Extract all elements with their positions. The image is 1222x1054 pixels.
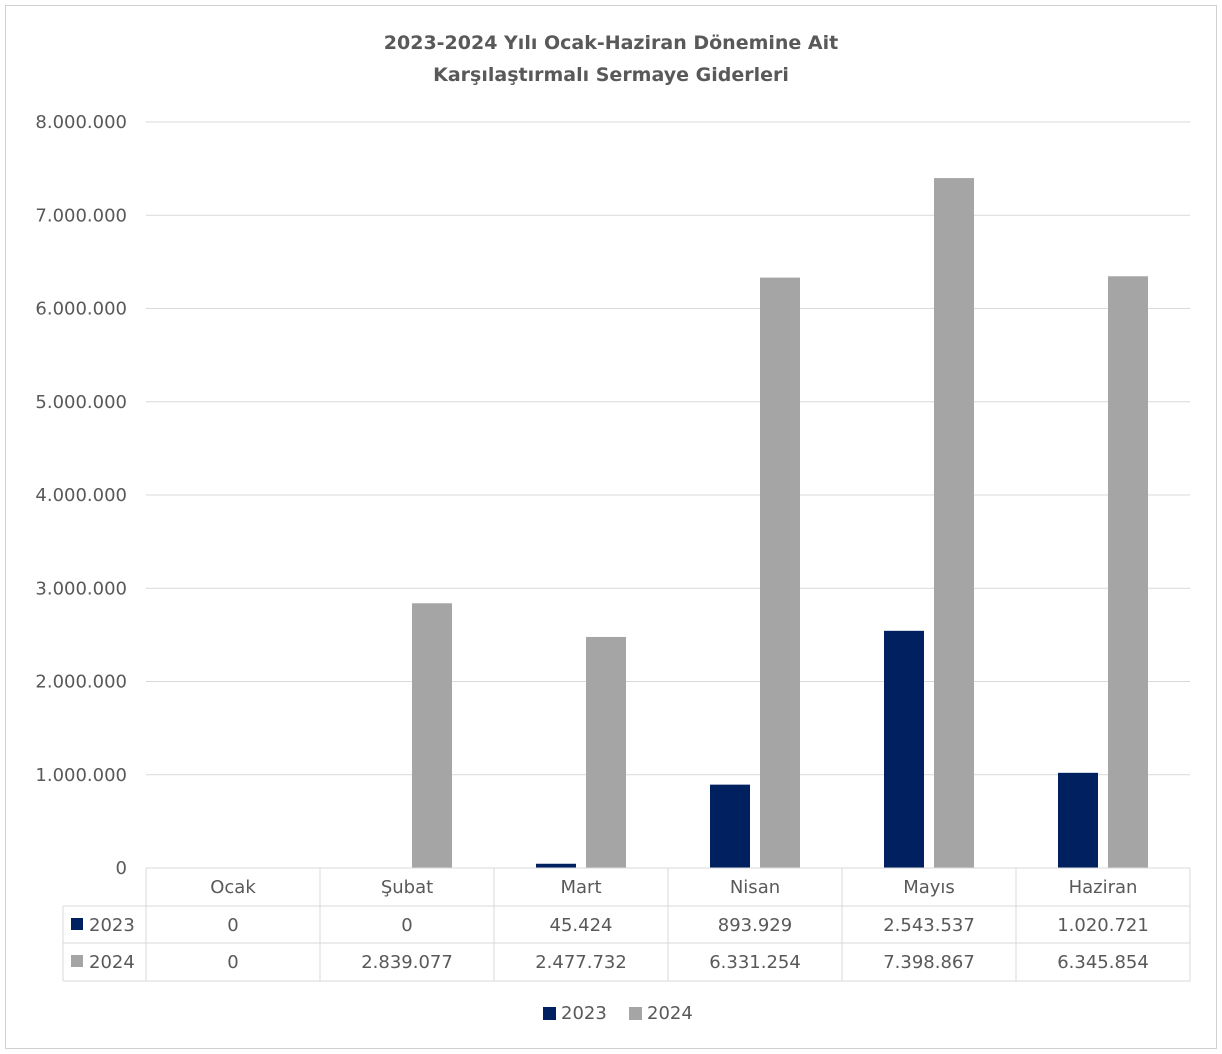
chart-title-line-1: 2023-2024 Yılı Ocak-Haziran Dönemine Ait [383, 32, 839, 54]
legend-swatch-2024 [629, 1007, 642, 1020]
bar-2024 [760, 277, 800, 868]
chart-title-line-2: Karşılaştırmalı Sermaye Giderleri [433, 64, 789, 86]
data-label: 6.345.854 [1057, 952, 1149, 973]
x-tick-label: Haziran [1069, 877, 1138, 898]
legend-key-2023 [71, 918, 83, 930]
legend-label-2023: 2023 [561, 1003, 607, 1024]
legend-key-2024 [71, 955, 83, 967]
bar-2024 [412, 603, 452, 868]
data-label: 7.398.867 [883, 952, 975, 973]
y-tick-label: 2.000.000 [35, 672, 127, 693]
data-label: 2.543.537 [883, 915, 975, 936]
y-tick-label: 8.000.000 [35, 112, 127, 133]
data-label: 45.424 [550, 915, 613, 936]
bar-2024 [934, 178, 974, 868]
x-tick-label: Mart [560, 877, 601, 898]
x-tick-label: Şubat [381, 877, 433, 898]
series-label-2024: 2024 [89, 952, 135, 973]
data-label: 2.839.077 [361, 952, 453, 973]
y-tick-label: 3.000.000 [35, 578, 127, 599]
bar-2023 [884, 630, 924, 868]
x-tick-label: Ocak [210, 877, 256, 898]
data-label: 0 [227, 915, 238, 936]
data-label: 893.929 [718, 915, 792, 936]
x-tick-label: Nisan [730, 877, 780, 898]
bar-2024 [586, 636, 626, 868]
y-tick-label: 4.000.000 [35, 485, 127, 506]
legend-swatch-2023 [543, 1007, 556, 1020]
y-tick-label: 6.000.000 [35, 299, 127, 320]
bar-2023 [1058, 772, 1098, 868]
legend-label-2024: 2024 [647, 1003, 693, 1024]
bar-2023 [710, 784, 750, 868]
data-label: 0 [401, 915, 412, 936]
y-tick-label: 5.000.000 [35, 392, 127, 413]
bar-2024 [1108, 276, 1148, 868]
bar-2023 [536, 863, 576, 868]
data-label: 1.020.721 [1057, 915, 1149, 936]
y-tick-label: 7.000.000 [35, 205, 127, 226]
data-label: 2.477.732 [535, 952, 627, 973]
y-tick-label: 0 [116, 858, 127, 879]
data-label: 6.331.254 [709, 952, 801, 973]
series-label-2023: 2023 [89, 915, 135, 936]
data-label: 0 [227, 952, 238, 973]
chart-frame [5, 5, 1217, 1049]
y-tick-label: 1.000.000 [35, 765, 127, 786]
x-tick-label: Mayıs [903, 877, 955, 898]
